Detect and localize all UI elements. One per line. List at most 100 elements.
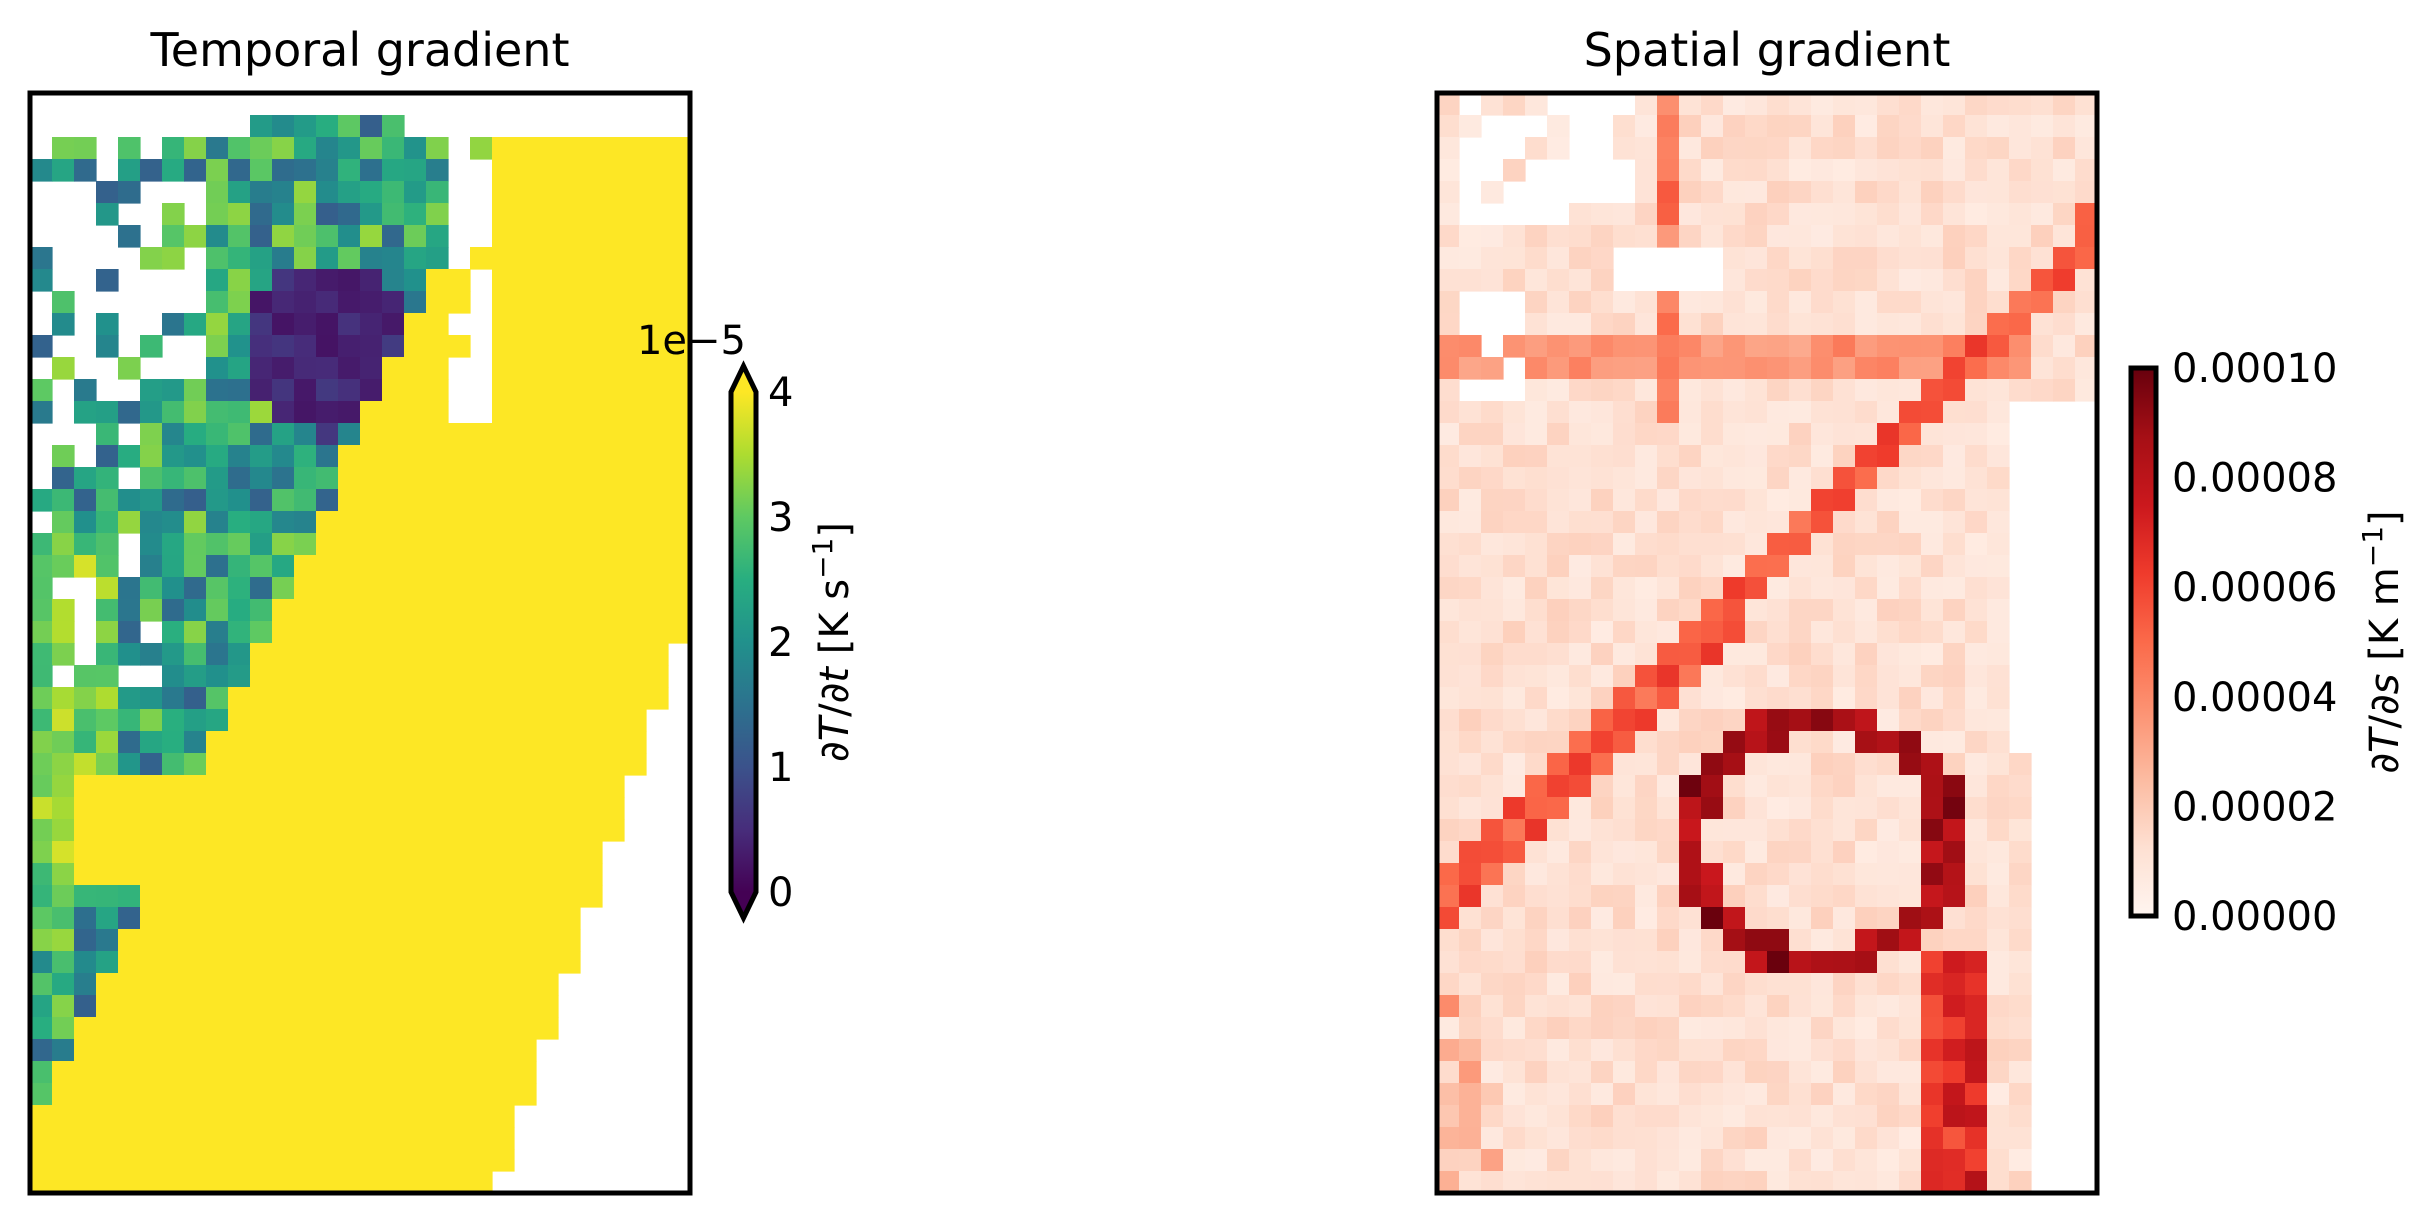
- heatmap-cell: [228, 951, 251, 974]
- heatmap-cell: [1635, 885, 1658, 908]
- heatmap-cell: [492, 929, 515, 952]
- heatmap-cell: [316, 775, 339, 798]
- heatmap-cell: [360, 1017, 383, 1040]
- heatmap-cell: [1525, 819, 1548, 842]
- heatmap-cell: [338, 379, 361, 402]
- heatmap-cell: [338, 819, 361, 842]
- heatmap-cell: [30, 1149, 53, 1172]
- heatmap-cell: [470, 907, 493, 930]
- heatmap-cell: [2053, 137, 2076, 160]
- heatmap-cell: [1789, 313, 1812, 336]
- heatmap-cell: [2009, 313, 2032, 336]
- heatmap-cell: [492, 335, 515, 358]
- heatmap-cell: [162, 929, 185, 952]
- heatmap-cell: [1877, 511, 1900, 534]
- heatmap-cell: [1899, 159, 1922, 182]
- heatmap-cell: [536, 467, 559, 490]
- heatmap-cell: [30, 819, 53, 842]
- heatmap-cell: [492, 951, 515, 974]
- heatmap-cell: [338, 665, 361, 688]
- heatmap-cell: [294, 577, 317, 600]
- heatmap-cell: [536, 643, 559, 666]
- heatmap-cell: [228, 555, 251, 578]
- heatmap-cell: [536, 687, 559, 710]
- heatmap-cell: [118, 489, 141, 512]
- heatmap-cell: [162, 1017, 185, 1040]
- heatmap-cell: [338, 445, 361, 468]
- heatmap-cell: [272, 401, 295, 424]
- heatmap-cell: [404, 1171, 427, 1194]
- heatmap-cell: [1789, 1171, 1812, 1194]
- heatmap-cell: [316, 1017, 339, 1040]
- heatmap-cell: [1921, 511, 1944, 534]
- colorbar-tick-label: 0.00000: [2172, 894, 2337, 940]
- heatmap-cell: [1437, 621, 1460, 644]
- heatmap-cell: [1481, 797, 1504, 820]
- heatmap-cell: [1987, 159, 2010, 182]
- heatmap-cell: [470, 1149, 493, 1172]
- heatmap-cell: [250, 863, 273, 886]
- heatmap-cell: [360, 181, 383, 204]
- heatmap-cell: [228, 247, 251, 270]
- heatmap-cell: [404, 247, 427, 270]
- heatmap-cell: [1811, 203, 1834, 226]
- heatmap-cell: [1503, 907, 1526, 930]
- heatmap-cell: [1569, 797, 1592, 820]
- heatmap-cell: [448, 335, 471, 358]
- heatmap-cell: [1789, 995, 1812, 1018]
- heatmap-cell: [668, 291, 691, 314]
- heatmap-cell: [1789, 357, 1812, 380]
- heatmap-cell: [470, 995, 493, 1018]
- heatmap-cell: [162, 577, 185, 600]
- heatmap-cell: [536, 291, 559, 314]
- heatmap-cell: [470, 445, 493, 468]
- heatmap-cell: [1789, 819, 1812, 842]
- heatmap-cell: [1613, 1149, 1636, 1172]
- heatmap-cell: [1679, 467, 1702, 490]
- heatmap-cell: [360, 401, 383, 424]
- heatmap-cell: [1767, 1171, 1790, 1194]
- heatmap-cell: [1701, 181, 1724, 204]
- heatmap-cell: [1987, 313, 2010, 336]
- heatmap-cell: [514, 577, 537, 600]
- heatmap-cell: [272, 489, 295, 512]
- heatmap-cell: [338, 1149, 361, 1172]
- heatmap-cell: [1437, 643, 1460, 666]
- heatmap-cell: [338, 313, 361, 336]
- heatmap-cell: [1569, 951, 1592, 974]
- heatmap-cell: [1987, 1083, 2010, 1106]
- heatmap-cell: [294, 599, 317, 622]
- heatmap-cell: [2031, 93, 2054, 116]
- heatmap-cell: [1437, 973, 1460, 996]
- heatmap-cell: [2009, 753, 2032, 776]
- heatmap-cell: [1613, 643, 1636, 666]
- heatmap-cell: [1855, 1083, 1878, 1106]
- heatmap-cell: [206, 137, 229, 160]
- heatmap-cell: [1657, 379, 1680, 402]
- heatmap-cell: [1855, 841, 1878, 864]
- heatmap-cell: [2053, 247, 2076, 270]
- heatmap-cell: [1679, 203, 1702, 226]
- heatmap-cell: [1943, 291, 1966, 314]
- heatmap-cell: [140, 709, 163, 732]
- heatmap-cell: [1503, 841, 1526, 864]
- heatmap-cell: [1943, 1149, 1966, 1172]
- heatmap-cell: [96, 423, 119, 446]
- heatmap-cell: [624, 379, 647, 402]
- heatmap-cell: [536, 665, 559, 688]
- heatmap-cell: [360, 599, 383, 622]
- heatmap-cell: [250, 973, 273, 996]
- heatmap-cell: [1921, 885, 1944, 908]
- heatmap-cell: [206, 225, 229, 248]
- heatmap-cell: [1899, 137, 1922, 160]
- heatmap-cell: [294, 269, 317, 292]
- heatmap-cell: [624, 335, 647, 358]
- heatmap-cell: [448, 885, 471, 908]
- heatmap-cell: [1921, 687, 1944, 710]
- heatmap-cell: [52, 709, 75, 732]
- heatmap-cell: [1723, 379, 1746, 402]
- heatmap-cell: [1547, 1039, 1570, 1062]
- heatmap-cell: [668, 599, 691, 622]
- heatmap-cell: [1723, 1017, 1746, 1040]
- heatmap-cell: [2009, 1149, 2032, 1172]
